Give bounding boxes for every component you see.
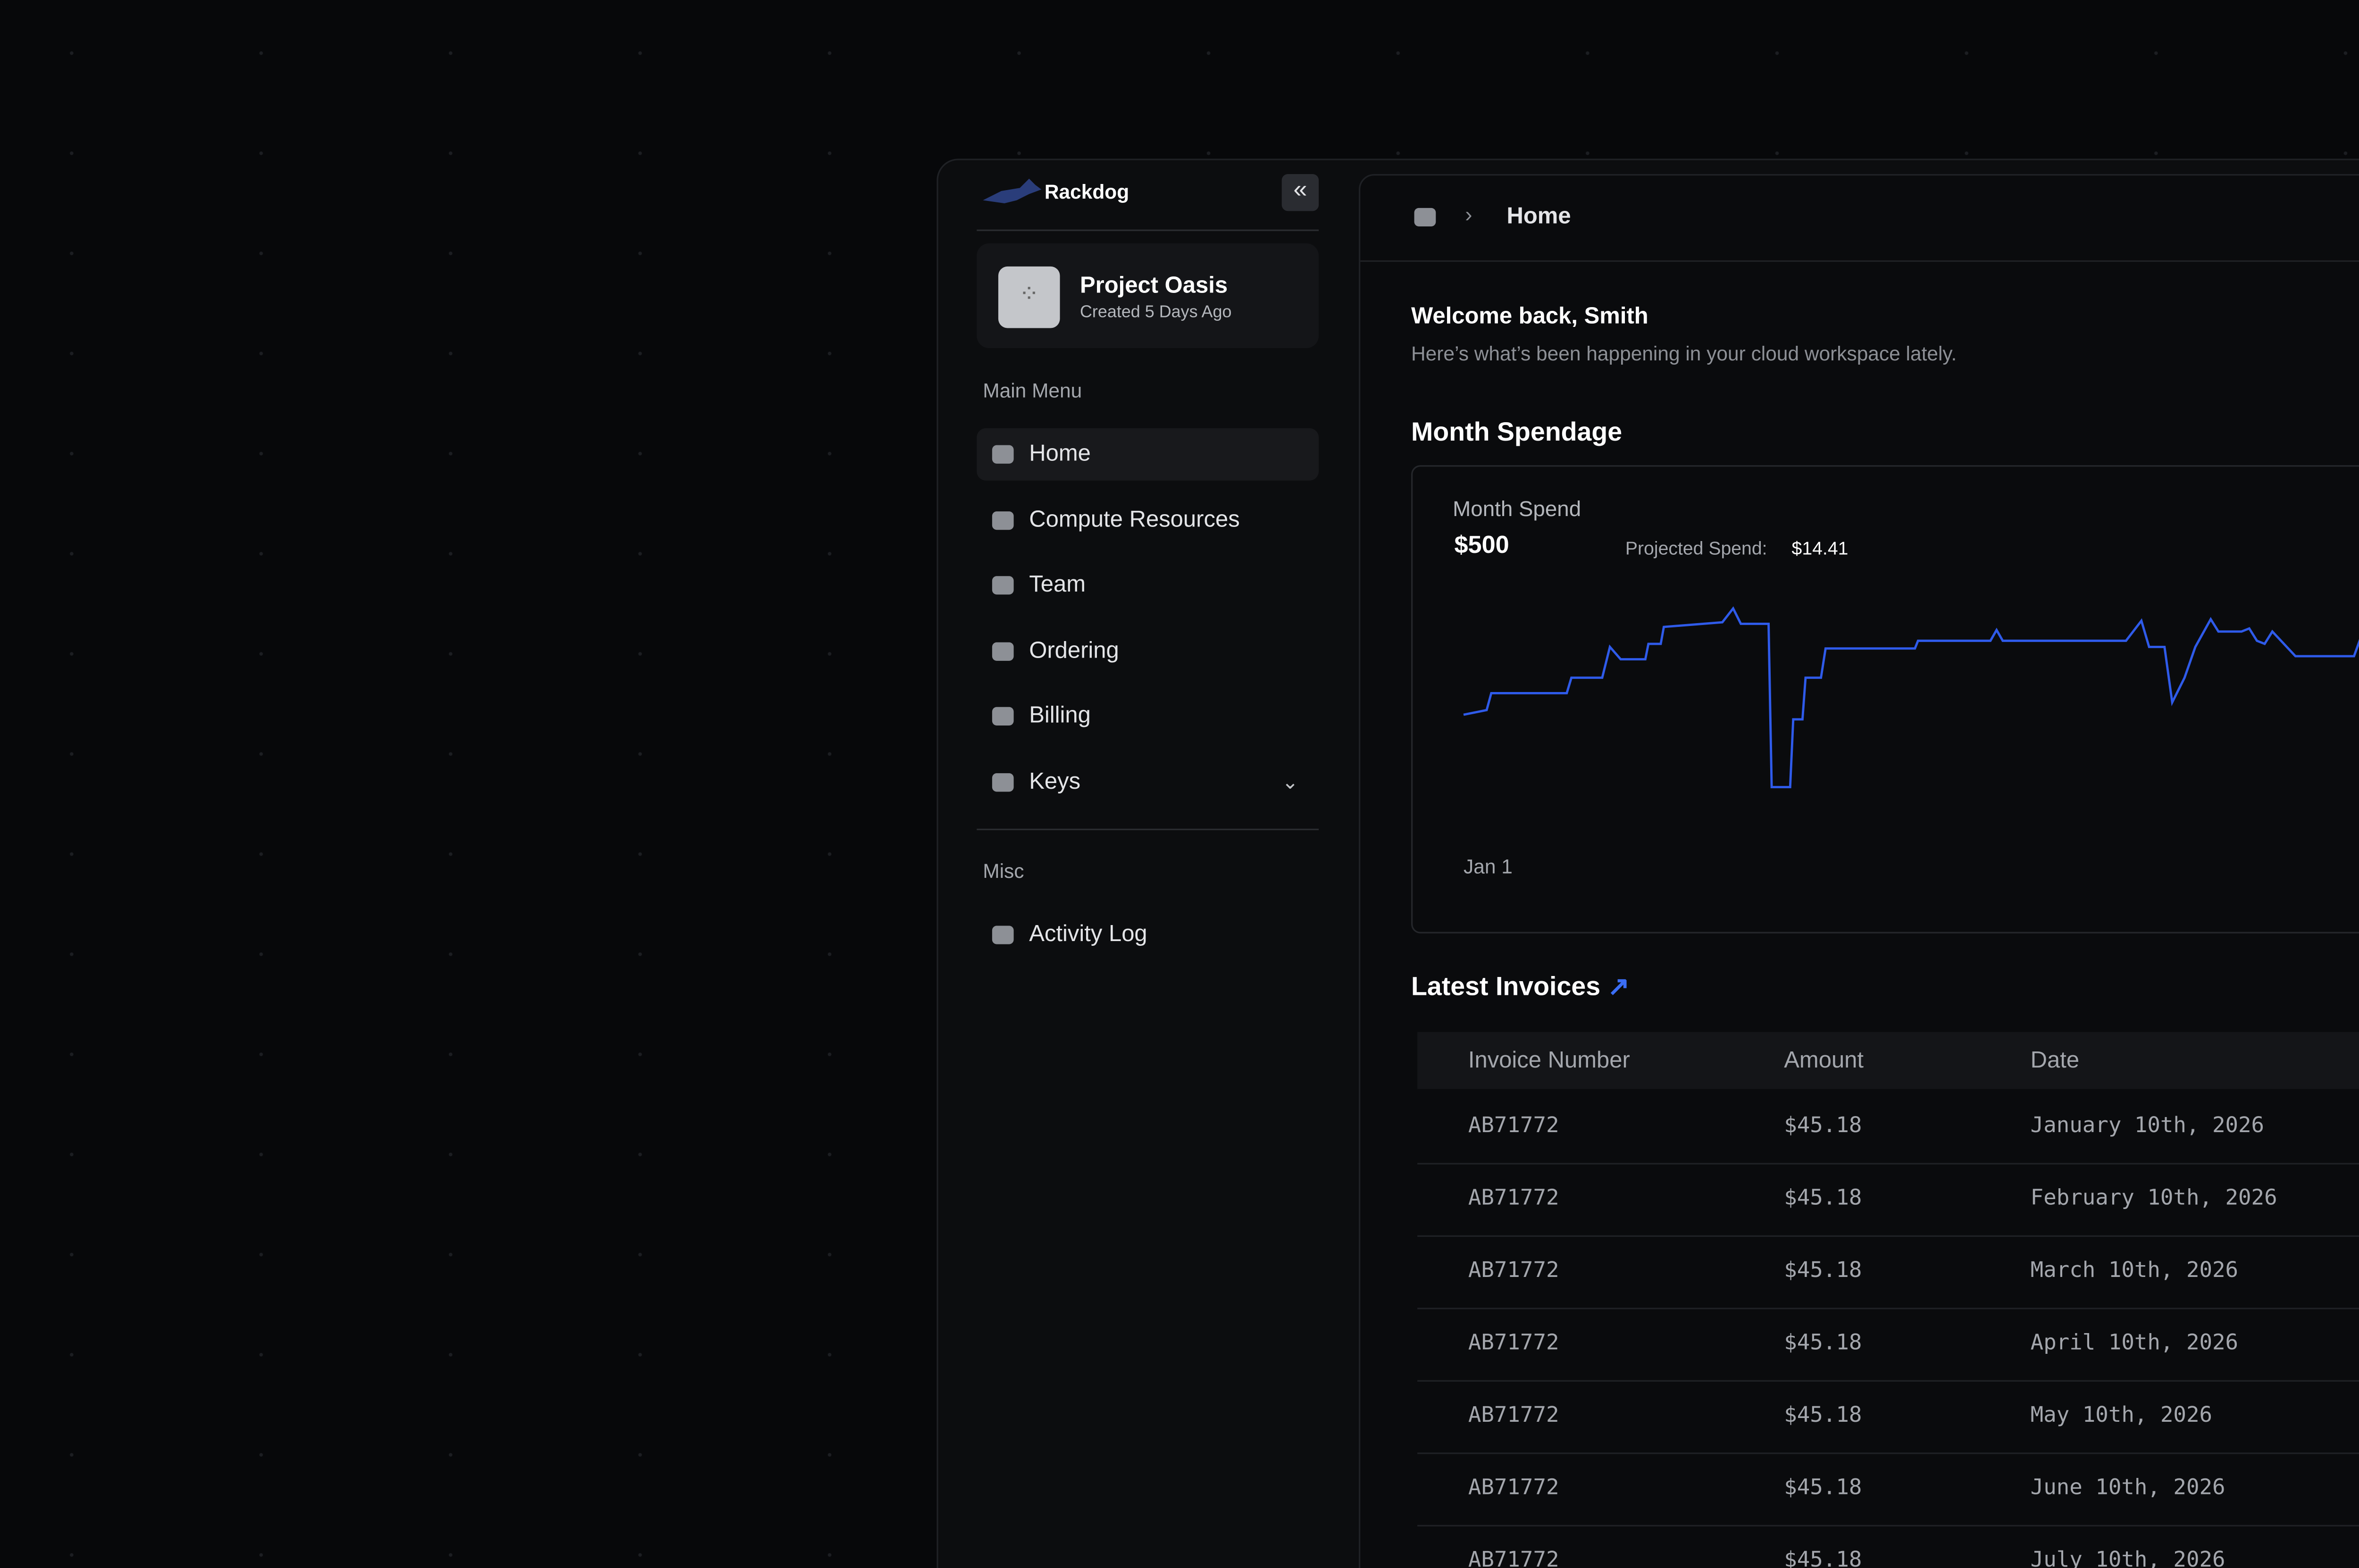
table-row[interactable]: AB71772 $45.18 February 10th, 2026 — [1417, 1163, 2359, 1237]
table-row[interactable]: AB71772 $45.18 April 10th, 2026 — [1417, 1308, 2359, 1382]
menu-item[interactable]: Team — [977, 559, 1319, 612]
menu-label: Compute Resources — [1029, 506, 1240, 533]
divider — [977, 828, 1319, 831]
table-cell: AB71772 — [1468, 1331, 1559, 1356]
table-header: Invoice Number Amount Date — [1417, 1032, 2359, 1089]
table-cell: $45.18 — [1784, 1258, 1862, 1284]
table-cell: AB71772 — [1468, 1113, 1559, 1139]
project-created: Created 5 Days Ago — [1079, 303, 1232, 322]
menu-label: Keys — [1029, 768, 1081, 795]
menu-item[interactable]: Ordering — [977, 625, 1319, 677]
breadcrumb-separator: › — [1465, 201, 1472, 227]
divider — [1360, 260, 2359, 262]
table-cell: AB71772 — [1468, 1403, 1559, 1428]
menu-item[interactable]: Activity Log — [977, 909, 1319, 961]
icon — [992, 708, 1014, 726]
table-cell: $45.18 — [1784, 1548, 1862, 1568]
table-row[interactable]: AB71772 $45.18 January 10th, 2026 — [1417, 1091, 2359, 1165]
collapse-button[interactable]: « — [1281, 174, 1319, 211]
spend-line — [1463, 606, 2359, 789]
table-cell: May 10th, 2026 — [2030, 1403, 2213, 1428]
column-header: Invoice Number — [1468, 1047, 1630, 1074]
home-icon[interactable] — [1414, 208, 1436, 227]
icon — [992, 926, 1014, 944]
x-tick-label: Jan 1 — [1464, 855, 1513, 877]
section-label: Main Menu — [983, 379, 1082, 402]
welcome-subtitle: Here’s what’s been happening in your clo… — [1411, 342, 1957, 365]
month-spend: $500 — [1454, 533, 1509, 559]
section-title[interactable]: Latest Invoices ↗ — [1411, 972, 1630, 1002]
table-cell: AB71772 — [1468, 1476, 1559, 1501]
menu-item[interactable]: Home — [977, 428, 1319, 481]
external-arrow: ↗ — [1607, 972, 1630, 1001]
icon — [992, 642, 1014, 661]
section-title: Month Spendage — [1411, 417, 1623, 447]
table-cell: $45.18 — [1784, 1186, 1862, 1211]
menu-item[interactable]: Keys — [977, 756, 1319, 809]
invoices-title[interactable]: Latest Invoices — [1411, 972, 1601, 1001]
projected-label: Projected Spend: — [1625, 537, 1767, 559]
table-row[interactable]: AB71772 $45.18 March 10th, 2026 — [1417, 1235, 2359, 1309]
menu-item[interactable]: Compute Resources — [977, 494, 1319, 546]
menu-label: Team — [1029, 572, 1086, 598]
brand: Rackdog — [1044, 180, 1129, 204]
main-panel — [1359, 174, 2359, 1568]
welcome: Welcome back, Smith — [1411, 303, 1648, 330]
table-cell: February 10th, 2026 — [2030, 1186, 2277, 1211]
logo — [983, 178, 1042, 204]
table-row[interactable]: AB71772 $45.18 May 10th, 2026 — [1417, 1380, 2359, 1454]
table-cell: $45.18 — [1784, 1403, 1862, 1428]
icon — [992, 445, 1014, 464]
menu-label: Ordering — [1029, 637, 1119, 664]
table-cell: $45.18 — [1784, 1113, 1862, 1139]
table-cell: $45.18 — [1784, 1476, 1862, 1501]
table-cell: July 10th, 2026 — [2030, 1548, 2225, 1568]
menu-label: Home — [1029, 440, 1091, 467]
project-card[interactable]: ⁘ Project Oasis Created 5 Days Ago — [977, 243, 1319, 348]
icon — [992, 510, 1014, 529]
column-header: Date — [2030, 1047, 2080, 1074]
icon — [992, 576, 1014, 595]
table-cell: AB71772 — [1468, 1548, 1559, 1568]
projected-value: $14.41 — [1791, 537, 1849, 559]
menu-label: Billing — [1029, 703, 1091, 729]
project-avatar: ⁘ — [998, 266, 1060, 328]
table-cell: AB71772 — [1468, 1186, 1559, 1211]
menu-item[interactable]: Billing — [977, 691, 1319, 743]
breadcrumb: Home — [1506, 203, 1571, 230]
column-header: Amount — [1784, 1047, 1864, 1074]
card-label: Month Spend — [1453, 496, 1581, 521]
chart-card — [1411, 465, 2359, 934]
table-cell: January 10th, 2026 — [2030, 1113, 2265, 1139]
table-cell: April 10th, 2026 — [2030, 1331, 2239, 1356]
project-name: Project Oasis — [1079, 272, 1228, 299]
table-cell: March 10th, 2026 — [2030, 1258, 2239, 1284]
table-row[interactable]: AB71772 $45.18 June 10th, 2026 — [1417, 1452, 2359, 1526]
menu-label: Activity Log — [1029, 921, 1147, 948]
table-row[interactable]: AB71772 $45.18 July 10th, 2026 — [1417, 1525, 2359, 1568]
icon — [992, 773, 1014, 792]
table-cell: AB71772 — [1468, 1258, 1559, 1284]
section-label: Misc — [983, 859, 1024, 883]
chevron[interactable]: ⌄ — [1281, 770, 1299, 793]
table-cell: June 10th, 2026 — [2030, 1476, 2225, 1501]
table-cell: $45.18 — [1784, 1331, 1862, 1356]
divider — [977, 229, 1319, 231]
